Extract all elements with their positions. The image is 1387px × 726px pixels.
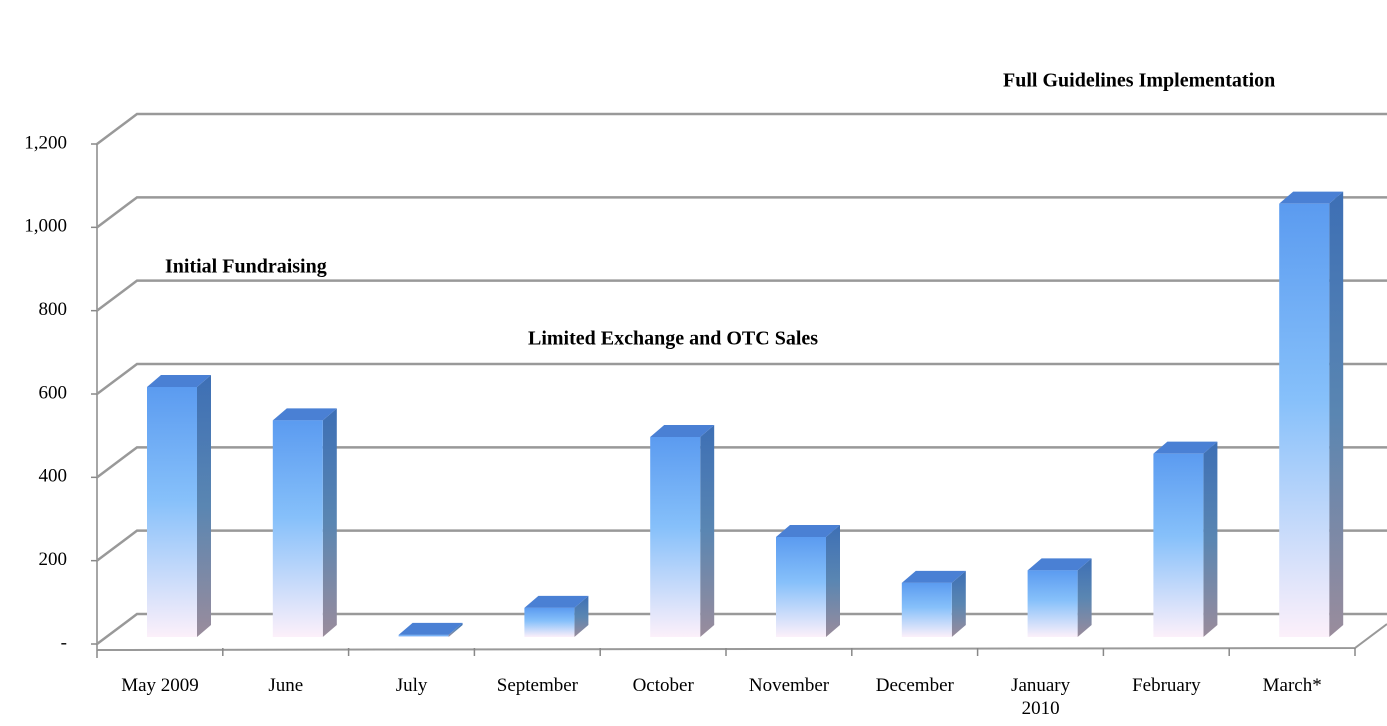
annotation: Full Guidelines Implementation bbox=[1003, 70, 1275, 92]
x-tick-label: May 2009 bbox=[121, 675, 199, 696]
bar-side bbox=[1077, 558, 1092, 637]
y-tick-label: 200 bbox=[39, 549, 68, 570]
grid-line bbox=[96, 446, 1387, 479]
x-tick-label: November bbox=[748, 675, 830, 696]
grid-line bbox=[96, 279, 1387, 312]
x-tick-label: December bbox=[875, 675, 954, 696]
grid-line bbox=[96, 362, 1387, 395]
bar-top bbox=[524, 595, 589, 608]
bar bbox=[901, 582, 952, 637]
bar bbox=[147, 387, 197, 637]
y-tick-label: 1,200 bbox=[24, 132, 67, 153]
bar-side bbox=[197, 375, 211, 637]
bar bbox=[272, 420, 323, 637]
bar-top bbox=[1153, 441, 1218, 454]
x-tick-label: September bbox=[496, 675, 579, 696]
bar-top bbox=[1027, 558, 1092, 571]
bar-side bbox=[448, 622, 463, 637]
x-tick-label: October bbox=[632, 675, 694, 696]
bar bbox=[398, 634, 449, 637]
grid-line bbox=[96, 529, 1387, 562]
y-tick-label: 800 bbox=[39, 299, 68, 320]
bar bbox=[776, 537, 826, 637]
bar-side bbox=[951, 570, 966, 637]
bar-top bbox=[272, 408, 337, 421]
bar-side bbox=[574, 595, 589, 637]
bar-top bbox=[1279, 191, 1344, 204]
x-tick-label: July bbox=[395, 675, 428, 696]
grid-line bbox=[96, 112, 1387, 145]
y-tick-label: 600 bbox=[39, 382, 68, 403]
y-tick-label: - bbox=[61, 632, 67, 653]
x-tick-label: February bbox=[1132, 675, 1201, 696]
bar-top bbox=[650, 425, 715, 437]
bar bbox=[1279, 203, 1330, 637]
bar-side bbox=[1329, 191, 1344, 637]
y-tick-label: 1,000 bbox=[24, 216, 67, 237]
bar bbox=[1153, 453, 1204, 637]
bar-top bbox=[398, 622, 463, 635]
bar-side bbox=[322, 408, 337, 637]
bar-side bbox=[1203, 441, 1218, 637]
bar-side bbox=[700, 425, 715, 637]
grid-line bbox=[96, 196, 1387, 229]
bar bbox=[1027, 570, 1078, 637]
bar-top bbox=[901, 570, 966, 583]
bar-top bbox=[147, 375, 211, 387]
bar-top bbox=[776, 525, 840, 537]
y-tick-label: 400 bbox=[39, 466, 68, 487]
x-tick-label: March* bbox=[1262, 675, 1322, 696]
grid-line bbox=[96, 612, 1387, 645]
bar-side bbox=[826, 525, 840, 637]
x-tick-label: January 2010 bbox=[1011, 675, 1071, 719]
annotation: Limited Exchange and OTC Sales bbox=[528, 328, 818, 350]
bar bbox=[524, 607, 575, 637]
annotation: Initial Fundraising bbox=[165, 256, 327, 278]
bar bbox=[650, 437, 701, 637]
x-tick-label: June bbox=[268, 675, 304, 696]
